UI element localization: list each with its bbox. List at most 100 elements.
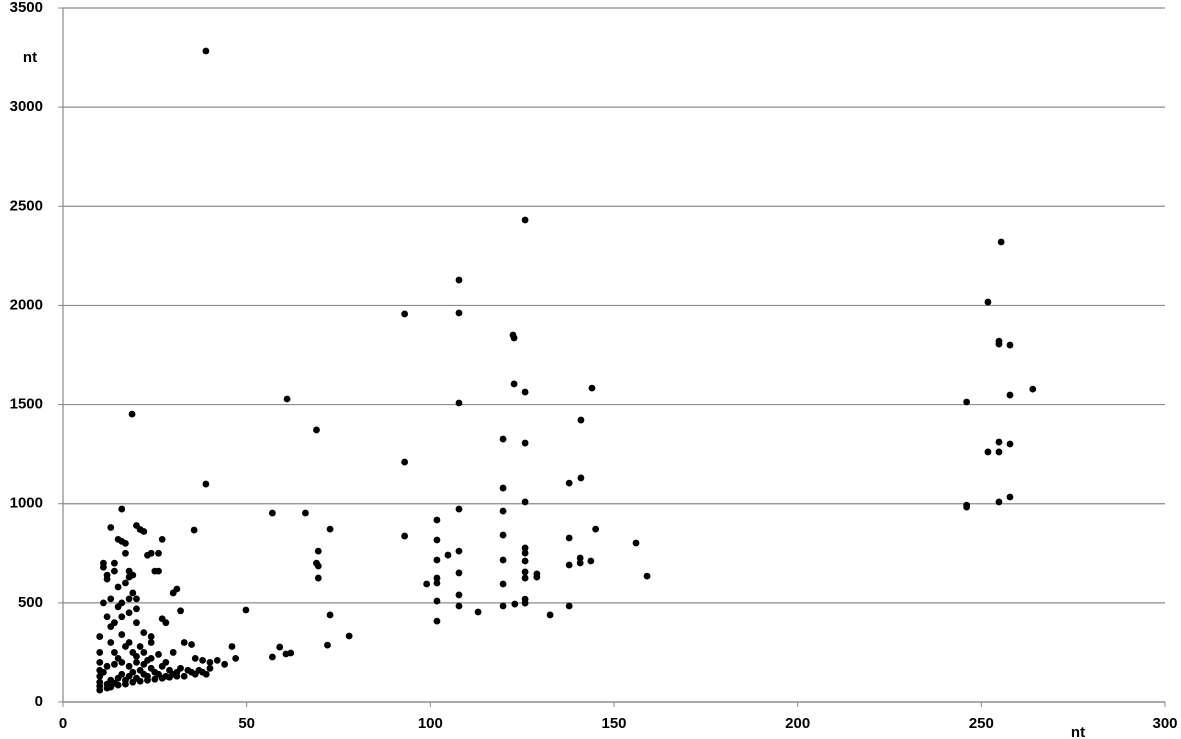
point <box>96 633 104 640</box>
point <box>122 579 129 587</box>
x-tick-label: 150 <box>601 715 626 732</box>
point <box>302 509 309 517</box>
point <box>499 602 507 610</box>
point <box>96 649 104 656</box>
point <box>103 613 111 621</box>
point <box>588 384 596 392</box>
point <box>511 600 519 608</box>
point <box>592 525 600 533</box>
point <box>499 484 507 492</box>
point <box>125 662 133 670</box>
point <box>122 549 129 557</box>
point <box>521 549 529 557</box>
point <box>190 526 198 534</box>
point <box>122 680 129 688</box>
y-tick-label: 2000 <box>10 296 43 313</box>
point <box>133 652 140 660</box>
point <box>565 534 573 542</box>
point <box>140 660 148 668</box>
point <box>107 595 115 603</box>
point <box>129 589 137 597</box>
point <box>314 574 322 582</box>
point <box>180 639 188 646</box>
point <box>444 551 452 559</box>
y-tick-label: 3000 <box>10 98 43 115</box>
point <box>576 554 584 562</box>
point <box>96 678 104 686</box>
y-tick-label: 3500 <box>10 0 43 16</box>
point <box>242 606 250 614</box>
point <box>276 643 284 651</box>
y-tick-label: 2500 <box>10 197 43 214</box>
point <box>158 536 166 543</box>
x-axis-label: nt <box>1071 724 1085 739</box>
point <box>103 662 111 670</box>
point <box>565 479 573 487</box>
point <box>499 507 507 515</box>
point <box>324 641 331 649</box>
point <box>984 448 992 456</box>
point <box>401 532 409 540</box>
point <box>100 668 107 676</box>
point <box>122 539 129 547</box>
point <box>96 658 104 666</box>
point <box>287 649 295 657</box>
point <box>521 599 529 607</box>
point <box>995 448 1003 456</box>
point <box>283 395 291 403</box>
point <box>144 676 151 684</box>
point <box>114 681 122 689</box>
point <box>455 547 463 555</box>
point <box>125 595 133 603</box>
point <box>455 505 463 513</box>
point <box>499 556 507 564</box>
point <box>111 649 118 656</box>
point <box>111 660 118 668</box>
point <box>173 585 181 593</box>
point <box>433 617 441 625</box>
point <box>155 567 162 575</box>
point <box>100 563 107 571</box>
point <box>521 439 529 447</box>
point <box>169 649 177 656</box>
point <box>510 334 518 342</box>
point <box>314 547 322 555</box>
point <box>151 675 159 683</box>
point <box>232 654 240 662</box>
point <box>158 615 166 623</box>
point <box>995 438 1003 446</box>
point <box>455 602 463 610</box>
point <box>158 674 166 682</box>
point <box>995 340 1003 348</box>
point <box>133 619 140 627</box>
point <box>103 571 111 579</box>
point <box>521 557 529 565</box>
point <box>173 672 181 680</box>
point <box>206 664 214 672</box>
point <box>345 632 353 640</box>
point <box>100 599 107 607</box>
y-tick-label: 500 <box>18 594 43 611</box>
point <box>521 498 529 506</box>
point <box>111 567 118 575</box>
point <box>455 569 463 577</box>
point <box>147 549 155 557</box>
point <box>521 388 529 396</box>
point <box>202 670 210 678</box>
point <box>499 580 507 588</box>
point <box>136 677 144 685</box>
point <box>997 238 1005 246</box>
point <box>129 678 137 686</box>
x-tick-label: 300 <box>1152 715 1177 732</box>
point <box>107 524 115 531</box>
point <box>114 603 122 611</box>
point <box>314 562 322 570</box>
point <box>129 571 137 579</box>
point <box>577 416 585 424</box>
point <box>401 458 409 466</box>
point <box>162 658 170 666</box>
point <box>1029 385 1037 393</box>
point <box>433 579 441 587</box>
point <box>643 572 651 580</box>
